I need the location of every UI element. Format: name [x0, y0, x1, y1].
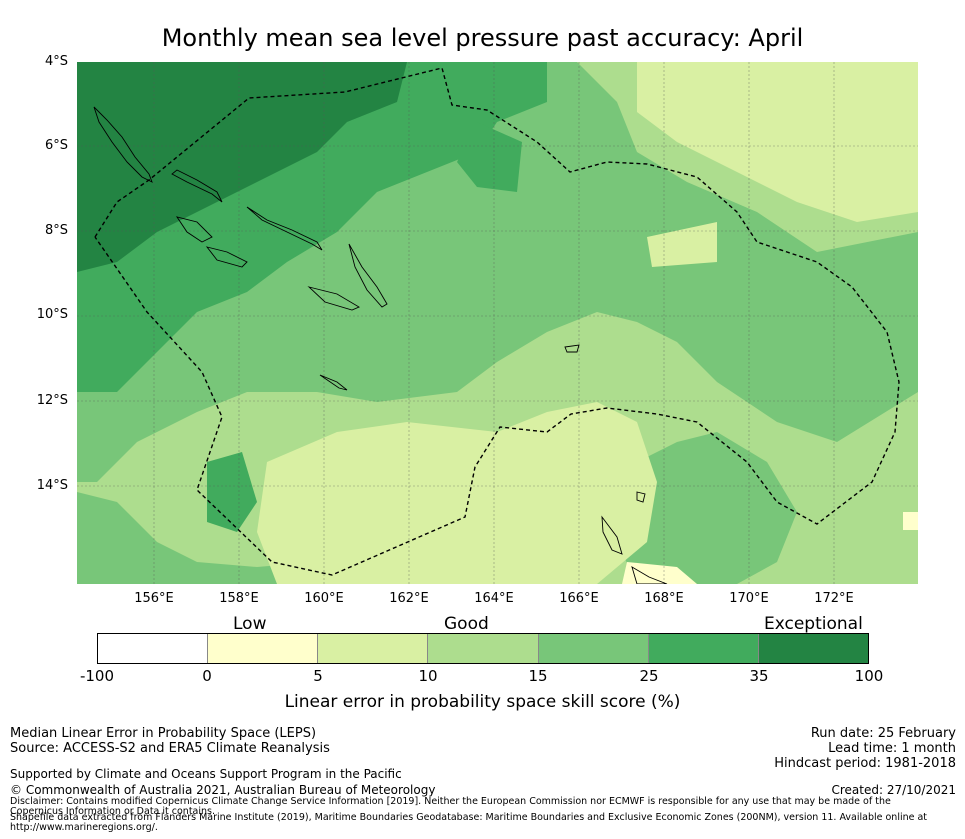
footer-disclaimer: Disclaimer: Contains modified Copernicus…: [10, 796, 891, 817]
colorbar-category-low: Low: [233, 614, 267, 634]
lon-label: 160°E: [304, 591, 344, 606]
vanuatu-coast-1: [601, 515, 623, 555]
bougainville-coast: [93, 106, 153, 183]
lat-label: 4°S: [44, 54, 68, 69]
colorbar-category-good: Good: [444, 614, 489, 634]
graticule: [77, 62, 918, 584]
skill-region-15-25-se: [617, 432, 797, 584]
footer-run-date: Run date: 25 February: [810, 726, 956, 741]
lat-label: 14°S: [36, 478, 68, 493]
lon-label: 170°E: [729, 591, 769, 606]
colorbar-tick: 10: [418, 667, 438, 685]
lon-label: 172°E: [814, 591, 854, 606]
footer-source: Source: ACCESS-S2 and ERA5 Climate Reana…: [10, 741, 330, 756]
eez-boundary-solomon: [94, 67, 900, 576]
skill-map: [77, 62, 918, 584]
skill-region-5-10-ne: [637, 62, 918, 222]
colorbar-tick: 25: [639, 667, 659, 685]
malaita-coast: [348, 243, 388, 308]
colorbar-segment: [98, 634, 208, 663]
skill-region-35-100: [77, 62, 407, 272]
lat-label: 6°S: [44, 138, 68, 153]
colorbar-category-exceptional: Exceptional: [764, 614, 863, 634]
lat-label: 12°S: [36, 393, 68, 408]
skill-region-5-10-mid: [647, 222, 717, 267]
colorbar-tick: -100: [79, 667, 115, 685]
colorbar-segment: [207, 634, 318, 663]
makira-coast: [307, 286, 360, 311]
colorbar-segment: [317, 634, 428, 663]
colorbar-tick: 0: [202, 667, 212, 685]
colorbar-segment: [537, 634, 648, 663]
choiseul-coast: [171, 169, 223, 203]
colorbar-segment: [427, 634, 538, 663]
skill-region-0-5: [622, 562, 697, 584]
coastlines: [93, 106, 668, 584]
map-title: Monthly mean sea level pressure past acc…: [161, 24, 804, 52]
rennell-coast: [319, 374, 348, 391]
colorbar-tick: 100: [854, 667, 884, 685]
footer-shapefile-credit: Shapefile data extracted from Flanders M…: [10, 812, 928, 833]
footer-method: Median Linear Error in Probability Space…: [10, 726, 317, 741]
colorbar-segment: [647, 634, 758, 663]
lat-label: 8°S: [44, 223, 68, 238]
lat-label: 10°S: [36, 307, 68, 322]
skill-region-0-5-e: [903, 512, 918, 530]
colorbar-tick: 15: [528, 667, 548, 685]
skill-region-15-25-south: [77, 492, 457, 584]
lon-label: 162°E: [389, 591, 429, 606]
footer-lead-time: Lead time: 1 month: [828, 741, 956, 756]
footer-hindcast: Hindcast period: 1981-2018: [774, 756, 956, 771]
lon-label: 156°E: [134, 591, 174, 606]
lon-label: 158°E: [219, 591, 259, 606]
guadalcanal-coast: [205, 246, 248, 268]
santa-cruz-coast: [564, 344, 580, 353]
footer-copyright: © Commonwealth of Australia 2021, Austra…: [10, 783, 436, 797]
skill-region-5-10-s: [257, 402, 657, 584]
lon-label: 166°E: [559, 591, 599, 606]
new-georgia-coast: [175, 216, 213, 243]
colorbar-label: Linear error in probability space skill …: [284, 692, 681, 712]
lon-label: 164°E: [474, 591, 514, 606]
santa-isabel-coast: [246, 206, 323, 251]
colorbar-segment: [757, 634, 868, 663]
colorbar: [97, 633, 869, 664]
vanuatu-coast-3: [636, 491, 646, 503]
footer-support: Supported by Climate and Oceans Support …: [10, 767, 402, 781]
lon-label: 168°E: [644, 591, 684, 606]
colorbar-tick: 35: [749, 667, 769, 685]
vanuatu-coast-2: [631, 566, 668, 584]
colorbar-tick: 5: [313, 667, 323, 685]
footer-created: Created: 27/10/2021: [831, 783, 956, 797]
skill-region-25-35-east: [457, 122, 522, 192]
